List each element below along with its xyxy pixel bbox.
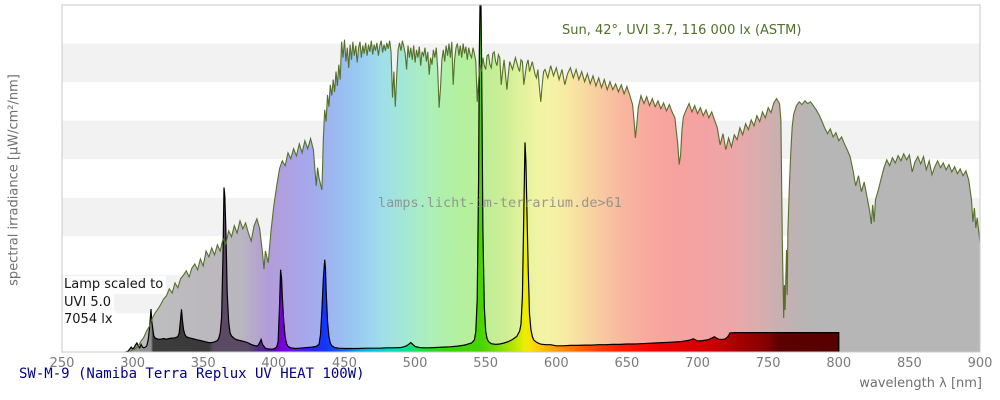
x-tick-label: 550 (473, 356, 499, 371)
x-tick-label: 750 (755, 356, 781, 371)
annotation-line-2: UVI 5.0 (63, 293, 115, 311)
x-tick-label: 850 (896, 356, 922, 371)
lamp-spectrum-outline (125, 4, 840, 353)
grid-band (62, 5, 980, 44)
sun-spectrum-outline (129, 39, 981, 353)
watermark: lamps.licht-im-terrarium.de>61 (378, 195, 622, 211)
lamp-id-label: SW-M-9 (Namiba Terra Replux UV HEAT 100W… (19, 366, 365, 382)
x-tick-label: 450 (332, 356, 357, 371)
x-tick-label: 800 (826, 356, 852, 371)
annotation-line-3: 7054 lx (63, 311, 116, 329)
x-tick-label: 250 (49, 356, 75, 371)
sun-spectrum-area (129, 39, 981, 352)
y-axis-label: spectral irradiance [µW/cm²/nm] (6, 74, 22, 286)
x-tick-label: 500 (402, 356, 428, 371)
x-tick-label: 400 (261, 356, 287, 371)
x-tick-label: 600 (543, 356, 569, 371)
x-tick-label: 650 (614, 356, 640, 371)
sun-reference-label: Sun, 42°, UVI 3.7, 116 000 lx (ASTM) (562, 23, 802, 38)
plot-border (61, 4, 981, 353)
x-axis-label: wavelength λ [nm] (859, 376, 982, 391)
annotation-line-1: Lamp scaled to (63, 276, 167, 294)
x-tick-label: 350 (190, 356, 216, 371)
x-tick-label: 700 (685, 356, 710, 371)
x-tick-label: 900 (967, 356, 993, 371)
lamp-scaling-annotation: Lamp scaled to UVI 5.0 7054 lx (63, 276, 167, 329)
x-tick-label: 300 (120, 356, 146, 371)
